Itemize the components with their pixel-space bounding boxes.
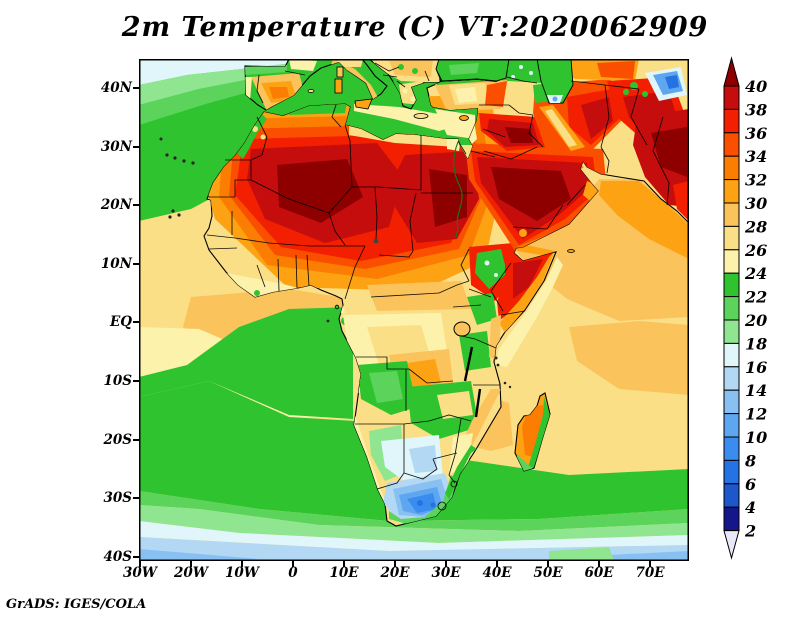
lake-malawi	[474, 388, 482, 418]
country-borders	[206, 62, 670, 511]
crete	[413, 113, 429, 119]
svg-text:38: 38	[745, 100, 767, 119]
lon-tick-label: 40E	[482, 565, 512, 581]
lon-tick-label: 50E	[533, 565, 563, 581]
svg-text:4: 4	[745, 498, 756, 517]
lon-tick-label: 0	[288, 565, 298, 581]
svg-text:8: 8	[744, 451, 756, 470]
lat-tick-label: 40S	[103, 549, 132, 565]
lat-tick-label: EQ	[109, 314, 132, 330]
lat-tick-label: 40N	[100, 80, 132, 96]
lat-tick	[133, 146, 139, 148]
lon-tick-label: 70E	[635, 565, 665, 581]
page-title: 2m Temperature (C) VT:2020062909	[121, 12, 709, 43]
lon-tick-label: 20W	[174, 565, 208, 581]
lat-tick-label: 10S	[103, 373, 132, 389]
lon-tick	[547, 561, 549, 567]
svg-text:30: 30	[745, 194, 767, 213]
svg-text:24: 24	[744, 264, 767, 283]
sardinia	[334, 78, 343, 94]
lakes	[373, 141, 482, 418]
svg-text:32: 32	[745, 171, 767, 190]
lat-tick	[133, 263, 139, 265]
colorbar-labels: 40 38 36 34 32 30 28 26 24 22 20 18 16 1…	[744, 77, 767, 541]
lat-tick-label: 10N	[100, 256, 132, 272]
lat-tick-label: 30S	[103, 490, 132, 506]
svg-text:10: 10	[745, 428, 767, 447]
map-panel	[139, 59, 689, 561]
lon-tick	[394, 561, 396, 567]
svg-text:2: 2	[744, 522, 756, 541]
lon-tick	[598, 561, 600, 567]
temperature-map	[139, 59, 689, 561]
small-islands	[307, 66, 575, 310]
corsica	[336, 66, 344, 78]
madagascar-shading	[515, 397, 550, 471]
lake-victoria	[453, 321, 471, 337]
lat-tick	[133, 380, 139, 382]
lat-tick	[133, 87, 139, 89]
lon-tick	[649, 561, 651, 567]
svg-text:20: 20	[744, 311, 767, 330]
lat-tick	[133, 439, 139, 441]
svg-text:40: 40	[745, 77, 767, 96]
lake-chad	[373, 238, 379, 244]
svg-text:18: 18	[745, 334, 767, 353]
lon-tick	[445, 561, 447, 567]
sicily	[354, 98, 373, 110]
lon-tick	[292, 561, 294, 567]
lon-tick-label: 20E	[380, 565, 410, 581]
svg-text:12: 12	[745, 405, 767, 424]
lat-tick-label: 20S	[103, 432, 132, 448]
svg-text:6: 6	[745, 475, 756, 494]
lat-tick	[133, 204, 139, 206]
lon-tick	[496, 561, 498, 567]
island-specks	[159, 137, 512, 389]
lon-tick-label: 30W	[123, 565, 157, 581]
svg-text:34: 34	[745, 147, 767, 166]
lat-tick-label: 20N	[100, 197, 132, 213]
lat-tick	[133, 321, 139, 323]
lat-tick	[133, 556, 139, 558]
svg-text:26: 26	[744, 241, 767, 260]
cyprus	[459, 115, 469, 121]
nile-river	[453, 141, 463, 238]
caspian-sea	[536, 59, 574, 104]
lon-tick-label: 10W	[225, 565, 259, 581]
lon-tick-label: 60E	[584, 565, 614, 581]
lon-tick	[190, 561, 192, 567]
lat-tick-label: 30N	[100, 139, 132, 155]
colorbar: 40 38 36 34 32 30 28 26 24 22 20 18 16 1…	[723, 56, 767, 560]
svg-text:22: 22	[744, 288, 767, 307]
colorbar-arrow-top	[723, 56, 740, 87]
lake-tanganyika	[463, 346, 474, 382]
svg-text:16: 16	[745, 358, 767, 377]
lon-tick-label: 30E	[431, 565, 461, 581]
lon-tick	[139, 561, 141, 567]
map-frame-border	[139, 59, 689, 561]
colorbar-arrow-bottom	[723, 530, 740, 560]
socotra	[567, 249, 575, 253]
bioko	[334, 304, 340, 310]
inland-seas	[435, 59, 574, 104]
lon-tick	[343, 561, 345, 567]
lat-tick	[133, 497, 139, 499]
svg-text:28: 28	[744, 217, 767, 236]
lon-tick-label: 10E	[329, 565, 359, 581]
grads-attribution: GrADS: IGES/COLA	[6, 597, 147, 612]
lon-tick	[241, 561, 243, 567]
svg-text:36: 36	[745, 124, 767, 143]
svg-text:14: 14	[745, 381, 767, 400]
balearics	[307, 89, 315, 93]
colorbar-segments	[723, 85, 740, 532]
